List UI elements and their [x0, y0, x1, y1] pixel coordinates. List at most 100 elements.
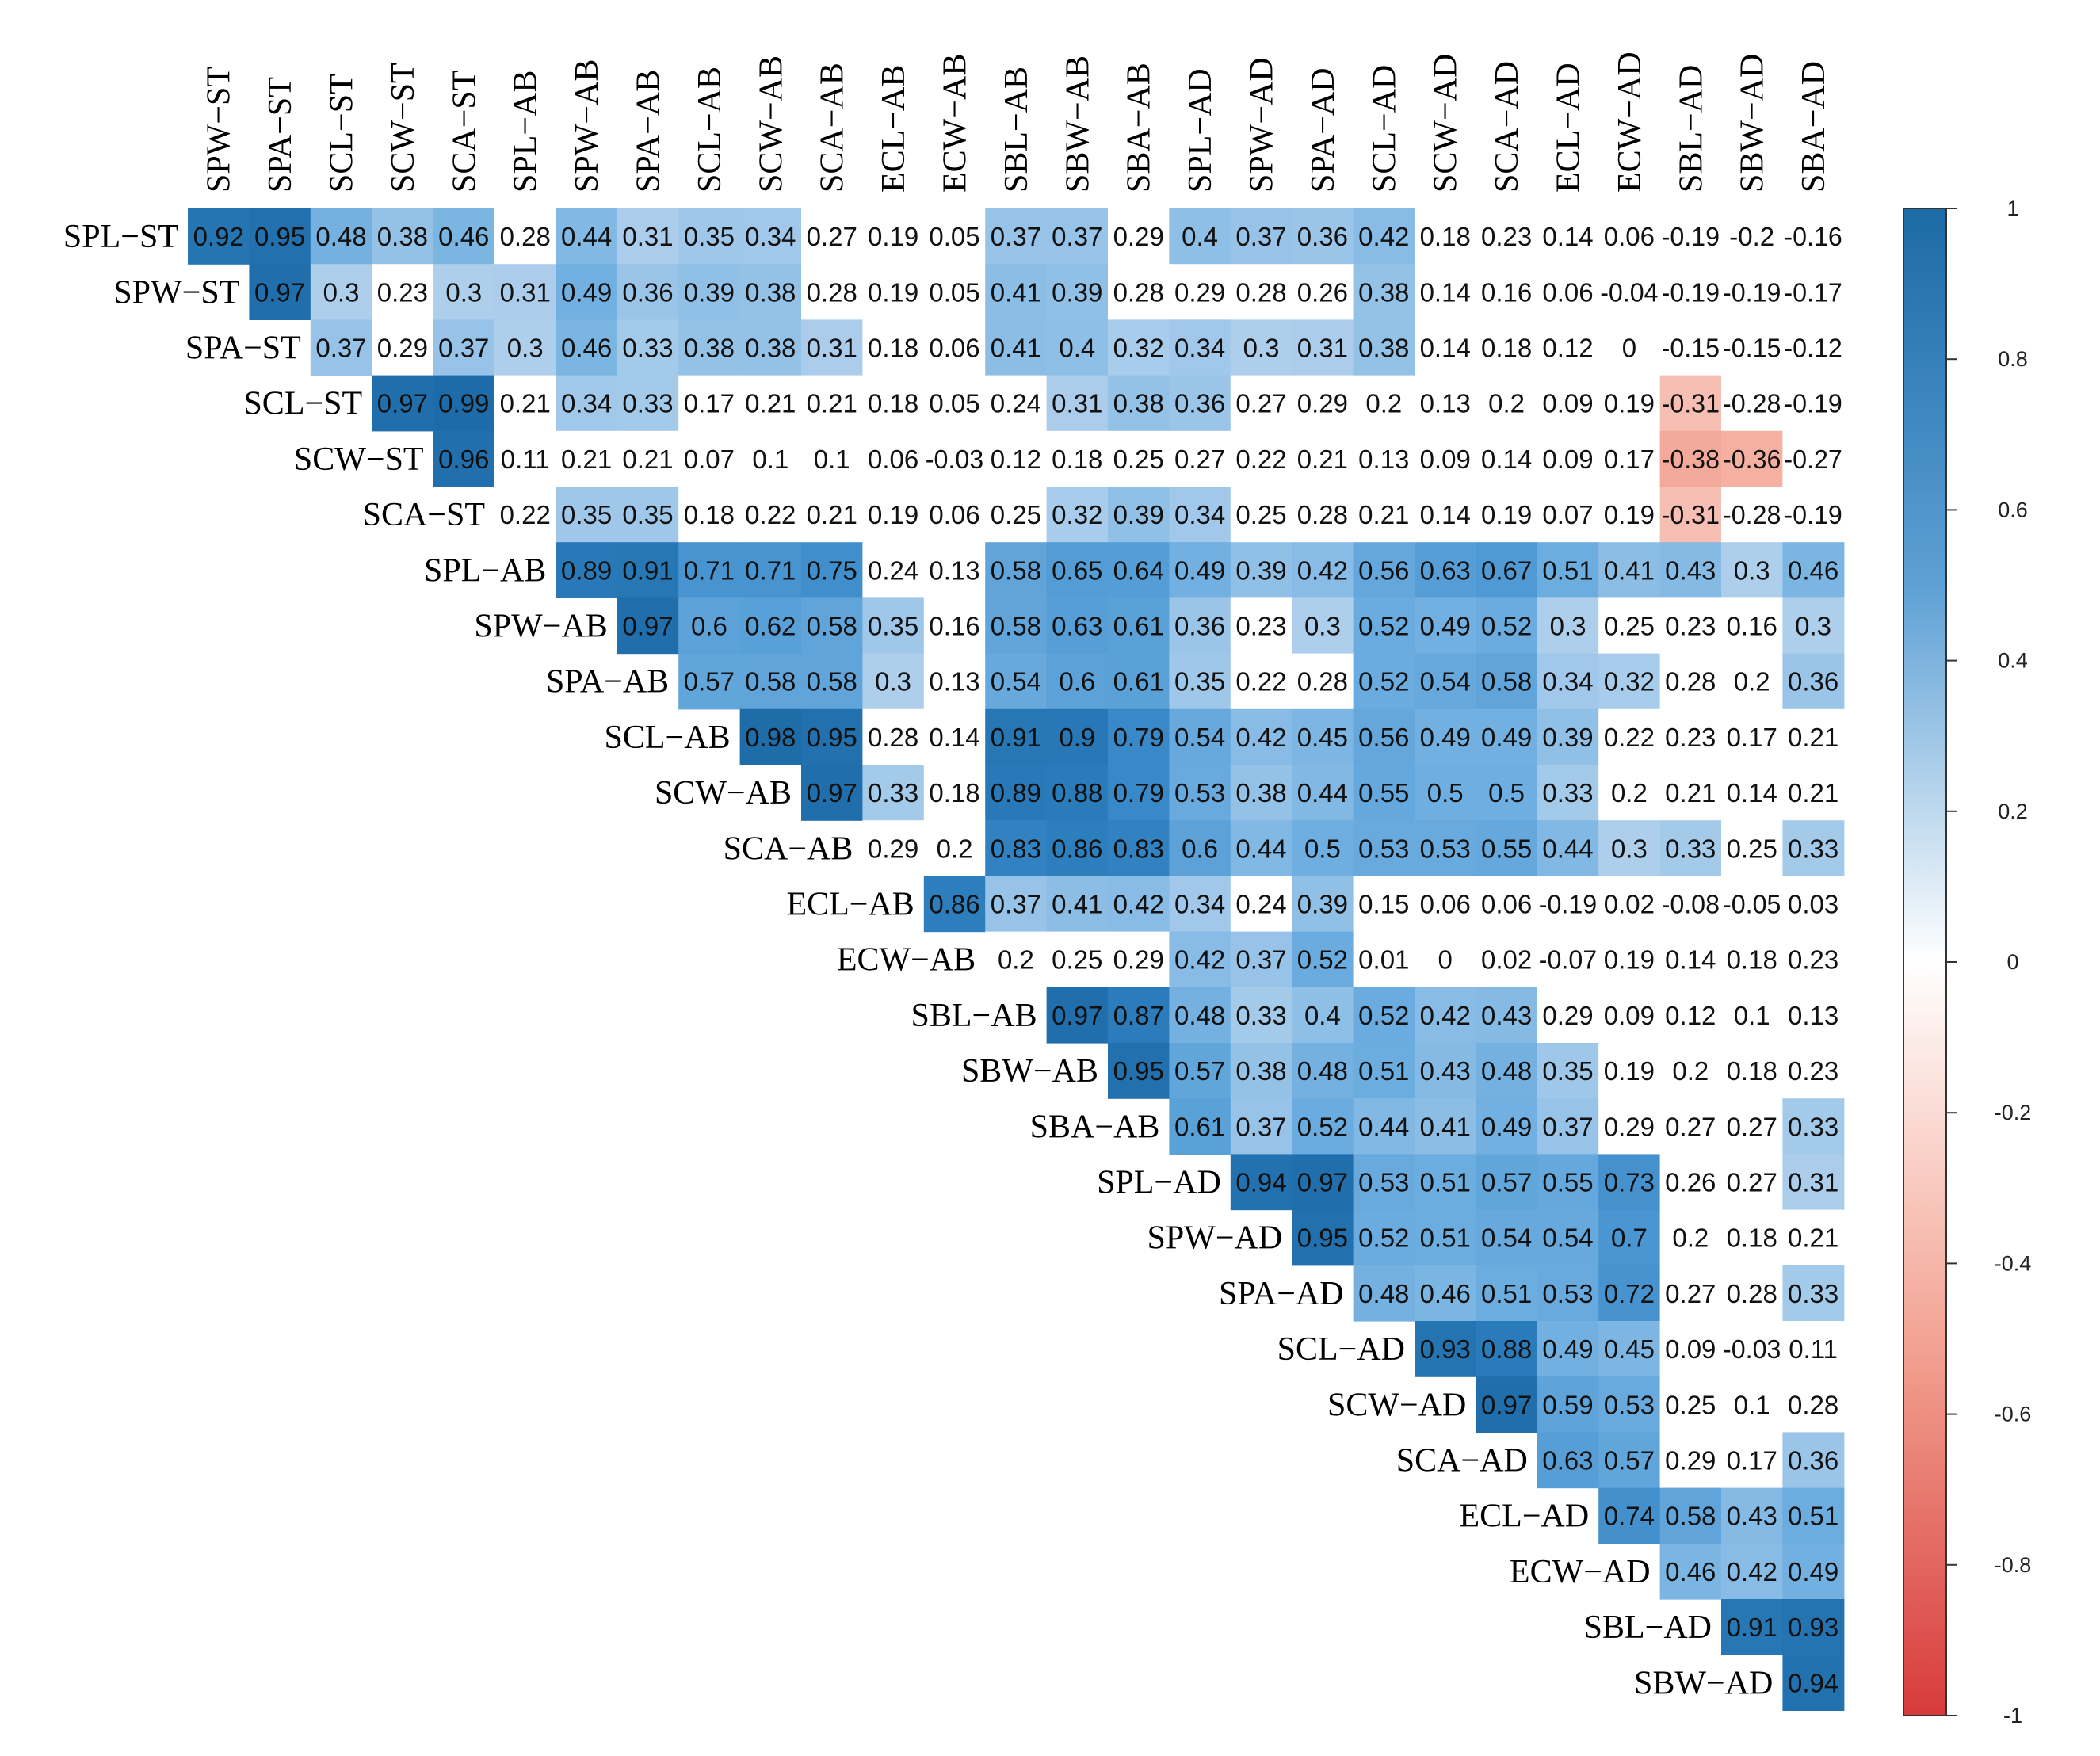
heatmap-cell: [1230, 487, 1292, 543]
cell-value-label: 0.91: [622, 555, 673, 585]
heatmap-cell: [1230, 1043, 1292, 1099]
cell-value-label: 0.61: [1113, 667, 1164, 697]
cell-value-label: 0.38: [1235, 1056, 1286, 1086]
heatmap-cell: [1598, 876, 1661, 933]
heatmap-cell: [1046, 208, 1109, 265]
cell-value-label: 0.28: [1297, 500, 1348, 529]
cell-value-label: 0.3: [875, 667, 911, 697]
cell-value-label: 0.01: [1358, 945, 1409, 975]
cell-value-label: 0.11: [1789, 1334, 1838, 1364]
heatmap-cell: [862, 653, 925, 710]
heatmap-cell: [862, 765, 925, 821]
heatmap-cell: [1721, 597, 1783, 655]
heatmap-cell: [1721, 1043, 1783, 1099]
heatmap-cell: [1598, 1209, 1661, 1266]
heatmap-cell: [1721, 987, 1783, 1044]
heatmap-cell: [1782, 1265, 1845, 1322]
heatmap-cell: [1659, 1154, 1722, 1211]
heatmap-cell: [1292, 597, 1354, 655]
cell-value-label: 0.1: [1734, 1001, 1770, 1030]
cell-value-label: 0.53: [1174, 778, 1225, 807]
cell-value-label: 0.97: [1052, 1001, 1102, 1030]
column-label: SPW−AD: [1244, 57, 1281, 193]
cell-value-label: 0.27: [1727, 1168, 1777, 1197]
heatmap-cell: [617, 319, 679, 376]
column-label: SCL−AB: [692, 67, 728, 193]
heatmap-cell: [249, 264, 311, 320]
heatmap-cell: [923, 430, 986, 487]
cell-value-label: 0.5: [1427, 778, 1464, 807]
heatmap-cell: [372, 264, 434, 320]
cell-value-label: 0.46: [561, 334, 612, 363]
cell-value-label: 0.1: [814, 445, 850, 474]
heatmap-cell: [1537, 1209, 1599, 1266]
heatmap-cell: [1230, 1154, 1292, 1211]
cell-value-label: 0.12: [991, 445, 1041, 474]
heatmap-cell: [1476, 820, 1538, 876]
cell-value-label: 0.42: [1420, 1001, 1471, 1030]
heatmap-cell: [1046, 708, 1109, 765]
cell-value-label: 0.92: [193, 222, 244, 251]
heatmap-cell: [1169, 319, 1231, 376]
heatmap-cell: [923, 653, 986, 710]
heatmap-cell: [1598, 931, 1661, 988]
column-label: SBW−AD: [1735, 54, 1771, 193]
cell-value-label: 0.14: [1420, 500, 1471, 529]
cell-value-label: 0.58: [807, 612, 857, 641]
heatmap-cell: [1476, 1265, 1538, 1322]
heatmap-cell: [1353, 487, 1415, 543]
heatmap-cell: [1353, 653, 1415, 710]
cell-value-label: 0.07: [684, 445, 735, 474]
cell-value-label: 0.29: [1297, 389, 1348, 418]
row-label: SBW−AB: [961, 1053, 1098, 1090]
heatmap-cell: [1230, 542, 1292, 598]
row-label: SPA−AD: [1219, 1276, 1344, 1312]
heatmap-cell: [556, 430, 618, 487]
column-label: SCA−AD: [1489, 61, 1525, 193]
heatmap-cell: [1476, 597, 1538, 655]
column-label: SPW−ST: [201, 67, 238, 193]
cell-value-label: 0.49: [1420, 723, 1471, 752]
heatmap-cell: [678, 430, 741, 487]
cell-value-label: 0.3: [1243, 334, 1280, 363]
heatmap-cell: [862, 708, 925, 765]
cell-value-label: 0.48: [1481, 1056, 1532, 1086]
cell-value-label: 0.93: [1788, 1613, 1838, 1642]
cell-value-label: 0.45: [1297, 723, 1348, 752]
heatmap-cell: [1108, 765, 1170, 821]
cell-value-label: 0.97: [254, 277, 305, 307]
cell-value-label: 0.42: [1727, 1557, 1777, 1586]
row-label: SBL−AB: [911, 998, 1037, 1034]
cell-value-label: -0.17: [1784, 277, 1842, 307]
cell-value-label: 0.37: [438, 334, 489, 363]
heatmap-cell: [1415, 931, 1476, 988]
cell-value-label: 0.18: [1052, 445, 1102, 474]
heatmap-cell: [862, 319, 925, 376]
cell-value-label: 0.38: [1113, 389, 1164, 418]
heatmap-cell: [1415, 375, 1476, 432]
heatmap-cell: [1537, 1432, 1599, 1489]
heatmap-cell: [1659, 430, 1722, 487]
row-label: SCW−AB: [655, 775, 792, 811]
heatmap-cell: [556, 208, 618, 265]
heatmap-cell: [1659, 1376, 1722, 1433]
cell-value-label: 0.25: [1113, 445, 1164, 474]
cell-value-label: 0.32: [1604, 667, 1655, 697]
column-label: SCW−AB: [753, 55, 789, 193]
cell-value-label: 0.28: [1297, 667, 1348, 697]
cell-value-label: 0.61: [1113, 612, 1164, 641]
cell-value-label: 0.37: [1235, 1112, 1286, 1141]
heatmap-cell: [1292, 430, 1354, 487]
colorbar-tick-label: -0.6: [1995, 1403, 2032, 1426]
cell-value-label: 0.51: [1542, 555, 1593, 585]
cell-value-label: 0.26: [1297, 277, 1348, 307]
cell-value-label: 0.22: [1604, 723, 1655, 752]
cell-value-label: 0.58: [745, 667, 796, 697]
heatmap-cell: [1476, 319, 1538, 376]
heatmap-cell: [433, 375, 495, 432]
heatmap-cell: [1659, 597, 1722, 655]
cell-value-label: 0.31: [1297, 334, 1348, 363]
cell-value-label: 0.97: [622, 612, 673, 641]
cell-value-label: 0.17: [1727, 1446, 1777, 1475]
cell-value-label: 0.38: [377, 222, 428, 251]
